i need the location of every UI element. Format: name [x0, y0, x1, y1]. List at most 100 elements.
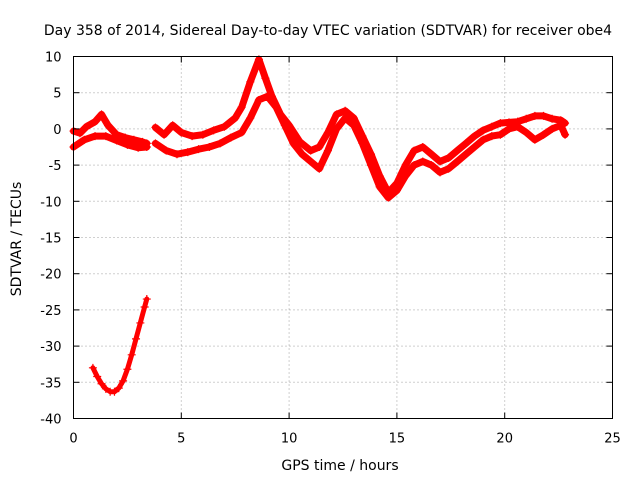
data-point: [110, 387, 119, 396]
data-point: [323, 146, 332, 155]
data-point: [168, 121, 177, 130]
plot-frame: [73, 56, 613, 419]
x-tick-label: 20: [496, 432, 513, 447]
data-point: [479, 126, 488, 135]
data-point: [530, 111, 539, 120]
data-point: [367, 161, 376, 170]
data-point: [332, 110, 341, 119]
data-point: [151, 139, 160, 148]
data-point: [548, 124, 557, 133]
data-point: [93, 372, 102, 381]
data-point: [142, 295, 151, 304]
data-point: [401, 161, 410, 170]
data-point: [123, 365, 132, 374]
data-point: [315, 164, 324, 173]
data-point: [295, 137, 304, 146]
data-point: [522, 128, 531, 137]
data-point: [496, 119, 505, 128]
data-point: [91, 132, 100, 141]
x-axis-label: GPS time / hours: [281, 458, 398, 474]
series-line-afternoon-upper: [151, 55, 569, 197]
data-point: [97, 110, 106, 119]
data-point: [172, 150, 181, 159]
y-tick-label: -40: [40, 413, 61, 428]
data-point: [556, 121, 565, 130]
x-tick-label: 0: [69, 432, 77, 447]
data-point: [548, 114, 557, 123]
data-point: [103, 121, 112, 130]
data-point: [461, 150, 470, 159]
data-point: [91, 117, 100, 126]
data-point: [162, 146, 171, 155]
series-group: [69, 55, 570, 396]
data-point: [530, 135, 539, 144]
data-point: [112, 136, 121, 145]
data-point: [220, 122, 229, 131]
y-tick-label: -25: [40, 304, 61, 319]
data-point: [436, 157, 445, 166]
y-tick-label: -35: [40, 376, 61, 391]
data-point: [401, 171, 410, 180]
data-point: [129, 135, 138, 144]
data-point: [306, 146, 315, 155]
data-point: [80, 135, 89, 144]
data-point: [136, 318, 145, 327]
data-point: [75, 129, 84, 138]
data-point: [410, 146, 419, 155]
data-point: [315, 143, 324, 151]
x-tick-label: 25: [604, 432, 621, 447]
data-point: [280, 121, 289, 130]
data-point: [119, 376, 128, 385]
data-point: [205, 143, 214, 151]
data-point: [127, 350, 136, 359]
data-point: [539, 130, 548, 139]
data-point: [82, 122, 91, 131]
data-point: [341, 106, 350, 115]
y-tick-label: -5: [49, 159, 62, 174]
data-point: [470, 132, 479, 141]
data-point: [444, 153, 453, 162]
data-point: [332, 124, 341, 133]
series-line-afternoon-lower: [151, 92, 569, 202]
data-point: [513, 122, 522, 131]
data-point: [246, 77, 255, 86]
series-afternoon-upper: [151, 55, 570, 197]
data-point: [479, 135, 488, 144]
data-point: [427, 161, 436, 170]
data-point: [261, 74, 270, 83]
data-point: [160, 130, 169, 139]
y-tick-label: 10: [45, 51, 62, 66]
series-line-outlier-curve: [90, 296, 150, 395]
data-point: [323, 128, 332, 137]
data-point: [226, 133, 235, 142]
data-point: [123, 140, 132, 149]
data-point: [410, 161, 419, 170]
data-point: [461, 139, 470, 148]
data-point: [237, 128, 246, 137]
data-point: [142, 143, 151, 151]
data-point: [188, 132, 197, 141]
x-tick-label: 15: [389, 432, 406, 447]
data-point: [101, 384, 110, 393]
data-point: [341, 114, 350, 123]
ticks: 0 5 10 15 20 25 -40 -35 -30 -25 -20 -15 -10 -5 0 5 10: [40, 51, 621, 447]
y-tick-label: -30: [40, 340, 61, 355]
data-point: [539, 111, 548, 120]
data-point: [183, 148, 192, 157]
y-tick-label: 5: [53, 87, 61, 102]
y-tick-label: 0: [53, 123, 61, 138]
data-point: [132, 334, 141, 343]
data-point: [349, 121, 358, 130]
data-point: [101, 132, 110, 141]
series-afternoon-lower: [151, 92, 570, 202]
data-point: [209, 126, 218, 135]
data-point: [140, 303, 149, 312]
data-point: [436, 168, 445, 177]
data-point: [453, 157, 462, 166]
data-point: [88, 363, 97, 372]
data-point: [306, 157, 315, 166]
data-point: [114, 384, 123, 393]
data-point: [198, 130, 207, 139]
data-point: [522, 114, 531, 123]
